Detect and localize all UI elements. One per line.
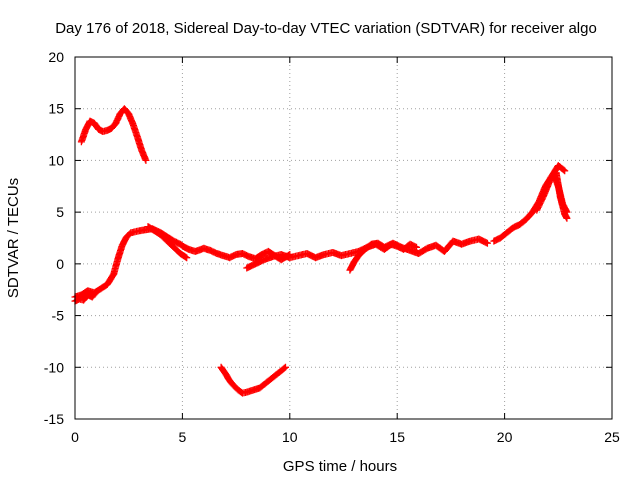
data-point	[92, 289, 100, 297]
series-lower-arc	[217, 363, 289, 397]
x-tick-label: 20	[497, 429, 513, 445]
series-main-track-3	[71, 288, 100, 305]
data-point	[93, 288, 100, 296]
data-point	[563, 214, 571, 222]
y-tick-label: -5	[52, 308, 65, 324]
data-point	[483, 239, 491, 247]
y-tick-label: 0	[56, 256, 64, 272]
data-point	[183, 254, 191, 262]
data-point	[560, 166, 568, 174]
data-point	[282, 363, 289, 371]
series-main-track-4	[243, 235, 491, 272]
series-upper-arc	[77, 105, 150, 164]
data-point	[561, 167, 569, 175]
y-tick-label: 10	[48, 152, 64, 168]
chart-title: Day 176 of 2018, Sidereal Day-to-day VTE…	[55, 20, 597, 37]
data-point	[182, 253, 190, 261]
x-tick-label: 25	[604, 429, 620, 445]
series-main-track-5	[346, 239, 420, 274]
grid-lines	[75, 57, 612, 419]
y-tick-label: 15	[48, 101, 64, 117]
x-tick-label: 5	[179, 429, 187, 445]
x-tick-label: 10	[282, 429, 298, 445]
data-point	[142, 156, 150, 164]
y-tick-label: 5	[56, 204, 64, 220]
series-main-track-2	[144, 223, 191, 262]
data-point	[280, 364, 288, 372]
axis-ticks: 0 5 10 15 20 25 -15 -10 -5 0 5 10 15 20	[44, 49, 620, 445]
data-point	[413, 243, 420, 251]
data-points	[71, 105, 571, 397]
series-late-drop	[552, 169, 571, 222]
x-axis-label: GPS time / hours	[283, 458, 397, 475]
y-tick-label: 20	[48, 49, 64, 65]
y-tick-label: -15	[44, 411, 64, 427]
plot-frame	[74, 56, 613, 420]
y-axis-label: SDTVAR / TECUs	[5, 178, 22, 298]
x-tick-label: 0	[71, 429, 79, 445]
y-tick-label: -10	[44, 359, 64, 375]
x-tick-label: 15	[389, 429, 405, 445]
